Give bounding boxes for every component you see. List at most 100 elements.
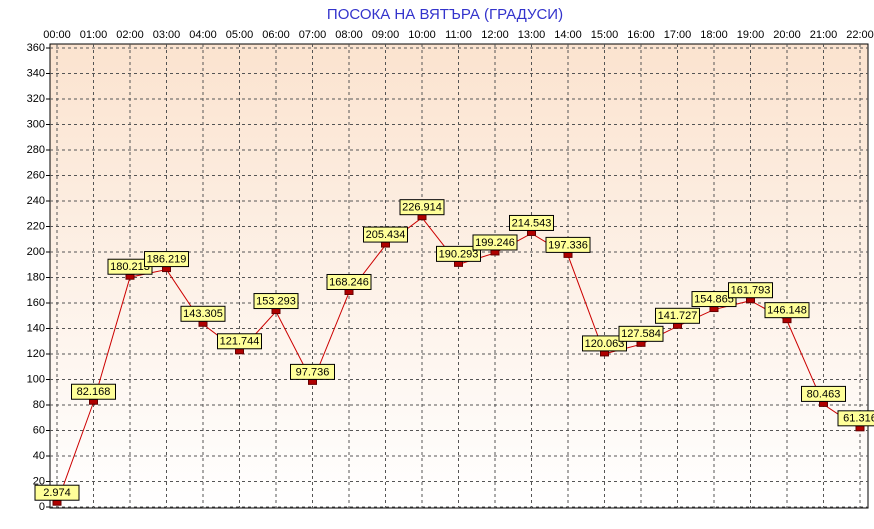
y-tick-label: 60 [33,424,45,436]
data-label: 120.063 [585,338,625,350]
data-label: 168.246 [329,276,369,288]
data-label-box [801,385,846,402]
x-tick-label: 19:00 [737,29,765,41]
x-tick-label: 18:00 [700,29,728,41]
marker [746,297,755,304]
marker [271,308,281,315]
data-label-box [217,333,262,350]
marker [344,288,354,295]
data-label: 121.744 [220,336,260,348]
x-tick-label: 16:00 [627,29,655,41]
data-label-box [764,302,810,319]
y-tick-label: 280 [27,144,45,156]
data-label-box [655,307,700,324]
data-label-box [180,305,226,322]
x-tick-label: 03:00 [153,29,181,41]
data-label: 97.736 [296,366,330,378]
y-tick-label: 360 [27,42,45,54]
data-label: 226.914 [402,202,442,214]
data-label: 154.865 [694,293,734,305]
x-tick-label: 01:00 [80,29,108,41]
data-label: 199.246 [475,237,515,249]
data-label-box [618,325,664,342]
plot-area [49,43,869,509]
marker [417,214,427,221]
marker [454,260,463,267]
data-label-box [326,273,372,290]
data-label: 153.293 [256,295,296,307]
data-label-box [363,226,408,243]
x-tick-label: 17:00 [664,29,692,41]
data-label-box [436,245,481,262]
data-label: 143.305 [183,308,223,320]
marker [490,249,500,256]
y-tick-label: 120 [27,348,45,360]
chart-title: ПОСОКА НА ВЯТЪРА (ГРАДУСИ) [327,6,563,23]
y-tick-label: 40 [33,450,45,462]
x-tick-label: 21:00 [810,29,838,41]
data-label: 61.316 [843,413,874,425]
data-label-box [472,234,518,251]
x-tick-label: 12:00 [481,29,509,41]
x-tick-label: 15:00 [591,29,619,41]
marker [527,229,536,236]
x-tick-label: 13:00 [518,29,546,41]
data-label-box [728,282,773,299]
x-tick-label: 02:00 [116,29,144,41]
marker [235,348,244,355]
data-label-box [582,335,627,352]
marker [52,499,62,506]
data-label-box [71,383,116,400]
x-tick-label: 08:00 [335,29,363,41]
x-tick-label: 22:00 [846,29,874,41]
x-tick-label: 06:00 [262,29,290,41]
x-tick-label: 20:00 [773,29,801,41]
y-tick-label: 140 [27,322,45,334]
y-tick-label: 100 [27,373,45,385]
y-tick-label: 0 [39,501,45,513]
data-label-box [399,199,445,216]
marker [125,273,135,280]
x-tick-label: 07:00 [299,29,327,41]
x-tick-label: 00:00 [43,29,71,41]
data-label-box [144,251,189,268]
y-tick-label: 320 [27,93,45,105]
x-tick-label: 11:00 [445,29,472,41]
x-tick-label: 05:00 [226,29,254,41]
marker [855,425,865,432]
data-label: 161.793 [731,285,771,297]
data-label: 2.974 [43,487,71,499]
data-label: 141.727 [658,310,698,322]
data-label-box [509,214,554,231]
data-label-box [34,484,80,501]
marker [162,266,171,273]
y-tick-label: 240 [27,195,45,207]
marker [563,251,573,258]
marker [308,378,317,385]
marker [819,400,828,407]
y-tick-label: 260 [27,169,45,181]
y-tick-label: 220 [27,220,45,232]
data-label: 146.148 [767,305,807,317]
data-label: 180.213 [110,261,150,273]
data-label: 127.584 [621,328,661,340]
x-tick-label: 04:00 [189,29,217,41]
marker [89,398,98,405]
data-label-box [290,363,335,380]
data-label: 214.543 [512,217,552,229]
marker [198,320,208,327]
marker [673,322,682,329]
y-tick-label: 80 [33,399,45,411]
x-tick-label: 10:00 [408,29,436,41]
data-label: 80.463 [807,388,841,400]
y-tick-label: 340 [27,67,45,79]
marker [600,350,609,357]
data-label-box [253,293,299,310]
x-tick-label: 14:00 [554,29,582,41]
marker [636,340,646,347]
data-label-box [837,410,874,427]
y-tick-label: 20 [33,475,45,487]
y-tick-label: 160 [27,297,45,309]
marker [782,317,792,324]
data-label: 190.293 [439,248,479,260]
